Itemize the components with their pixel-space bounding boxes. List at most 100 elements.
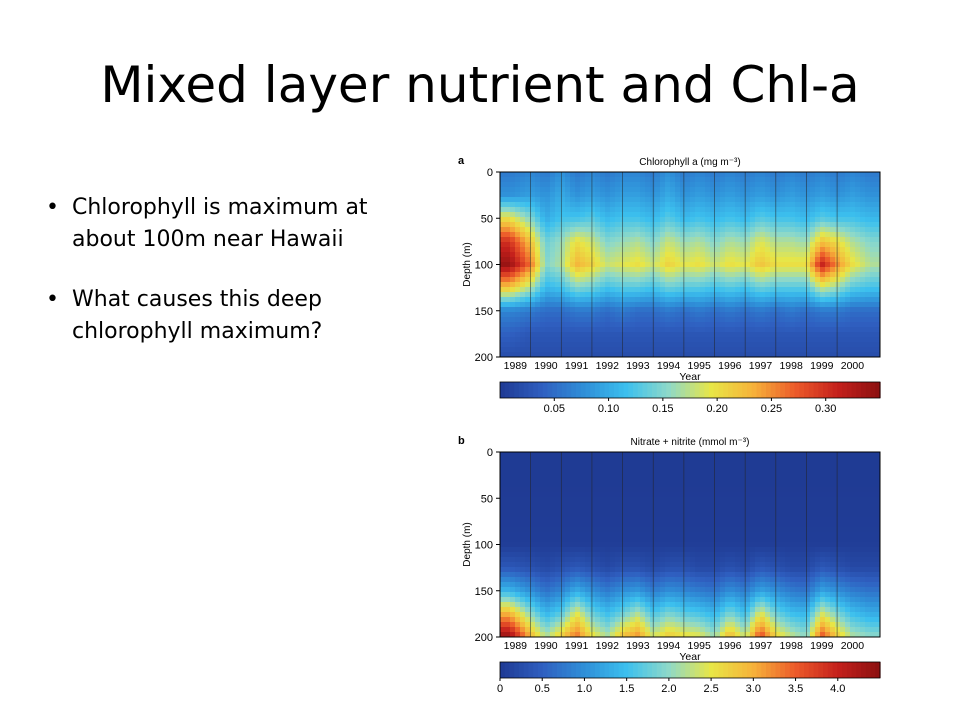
heatmap-cell <box>555 532 561 538</box>
heatmap-cell <box>685 552 691 558</box>
heatmap-cell <box>855 207 861 213</box>
heatmap-cell <box>725 297 731 303</box>
heatmap-cell <box>595 467 601 473</box>
heatmap-cell <box>825 547 831 553</box>
heatmap-cell <box>760 227 766 233</box>
heatmap-cell <box>510 222 516 228</box>
heatmap-cell <box>520 212 526 218</box>
colorbar-segment <box>865 382 872 398</box>
heatmap-cell <box>660 467 666 473</box>
heatmap-cell <box>690 477 696 483</box>
heatmap-cell <box>705 342 711 348</box>
heatmap-cell <box>795 252 801 258</box>
heatmap-cell <box>780 342 786 348</box>
heatmap-cell <box>745 262 751 268</box>
heatmap-cell <box>540 572 546 578</box>
heatmap-cell <box>585 322 591 328</box>
heatmap-cell <box>500 207 506 213</box>
heatmap-cell <box>685 572 691 578</box>
heatmap-cell <box>710 232 716 238</box>
heatmap-cell <box>690 197 696 203</box>
heatmap-cell <box>800 177 806 183</box>
heatmap-cell <box>825 457 831 463</box>
heatmap-cell <box>550 212 556 218</box>
heatmap-cell <box>535 187 541 193</box>
heatmap-cell <box>845 177 851 183</box>
heatmap-cell <box>690 472 696 478</box>
heatmap-cell <box>865 217 871 223</box>
heatmap-cell <box>750 547 756 553</box>
heatmap-cell <box>840 352 846 357</box>
heatmap-cell <box>550 487 556 493</box>
heatmap-cell <box>770 217 776 223</box>
heatmap-cell <box>735 472 741 478</box>
heatmap-cell <box>700 187 706 193</box>
heatmap-cell <box>755 322 761 328</box>
heatmap-cell <box>575 352 581 357</box>
heatmap-cell <box>590 552 596 558</box>
heatmap-cell <box>625 297 631 303</box>
heatmap-cell <box>855 217 861 223</box>
heatmap-cell <box>680 182 686 188</box>
heatmap-cell <box>670 227 676 233</box>
heatmap-cell <box>565 507 571 513</box>
heatmap-cell <box>650 292 656 298</box>
heatmap-cell <box>765 312 771 318</box>
heatmap-cell <box>720 542 726 548</box>
heatmap-cell <box>580 547 586 553</box>
heatmap-cell <box>755 227 761 233</box>
heatmap-cell <box>515 492 521 498</box>
heatmap-cell <box>500 462 506 468</box>
heatmap-cell <box>810 507 816 513</box>
heatmap-cell <box>555 327 561 333</box>
heatmap-cell <box>610 517 616 523</box>
heatmap-cell <box>660 292 666 298</box>
heatmap-cell <box>815 457 821 463</box>
heatmap-cell <box>840 207 846 213</box>
heatmap-cell <box>810 202 816 208</box>
heatmap-cell <box>630 202 636 208</box>
heatmap-cell <box>525 547 531 553</box>
heatmap-cell <box>735 562 741 568</box>
heatmap-cell <box>735 272 741 278</box>
heatmap-cell <box>750 297 756 303</box>
heatmap-cell <box>575 502 581 508</box>
heatmap-cell <box>780 332 786 338</box>
heatmap-cell <box>555 277 561 283</box>
heatmap-cell <box>605 512 611 518</box>
heatmap-cell <box>750 272 756 278</box>
heatmap-cell <box>745 302 751 308</box>
heatmap-cell <box>630 552 636 558</box>
heatmap-cell <box>840 512 846 518</box>
heatmap-cell <box>845 482 851 488</box>
heatmap-cell <box>760 322 766 328</box>
heatmap-cell <box>505 522 511 528</box>
heatmap-cell <box>860 512 866 518</box>
heatmap-cell <box>570 182 576 188</box>
heatmap-cell <box>665 337 671 343</box>
heatmap-cell <box>780 557 786 563</box>
heatmap-cell <box>725 557 731 563</box>
heatmap-cell <box>630 237 636 243</box>
heatmap-cell <box>705 212 711 218</box>
heatmap-cell <box>830 482 836 488</box>
heatmap-cell <box>780 547 786 553</box>
heatmap-cell <box>570 487 576 493</box>
heatmap-cell <box>510 537 516 543</box>
heatmap-cell <box>690 222 696 228</box>
heatmap-cell <box>785 477 791 483</box>
heatmap-cell <box>745 222 751 228</box>
heatmap-cell <box>830 277 836 283</box>
heatmap-cell <box>545 192 551 198</box>
heatmap-cell <box>640 462 646 468</box>
heatmap-cell <box>800 172 806 178</box>
heatmap-cell <box>525 502 531 508</box>
heatmap-cell <box>535 467 541 473</box>
heatmap-cell <box>600 492 606 498</box>
heatmap-cell <box>525 567 531 573</box>
heatmap-cell <box>825 177 831 183</box>
heatmap-cell <box>585 557 591 563</box>
heatmap-cell <box>845 552 851 558</box>
heatmap-cell <box>745 207 751 213</box>
heatmap-cell <box>705 457 711 463</box>
